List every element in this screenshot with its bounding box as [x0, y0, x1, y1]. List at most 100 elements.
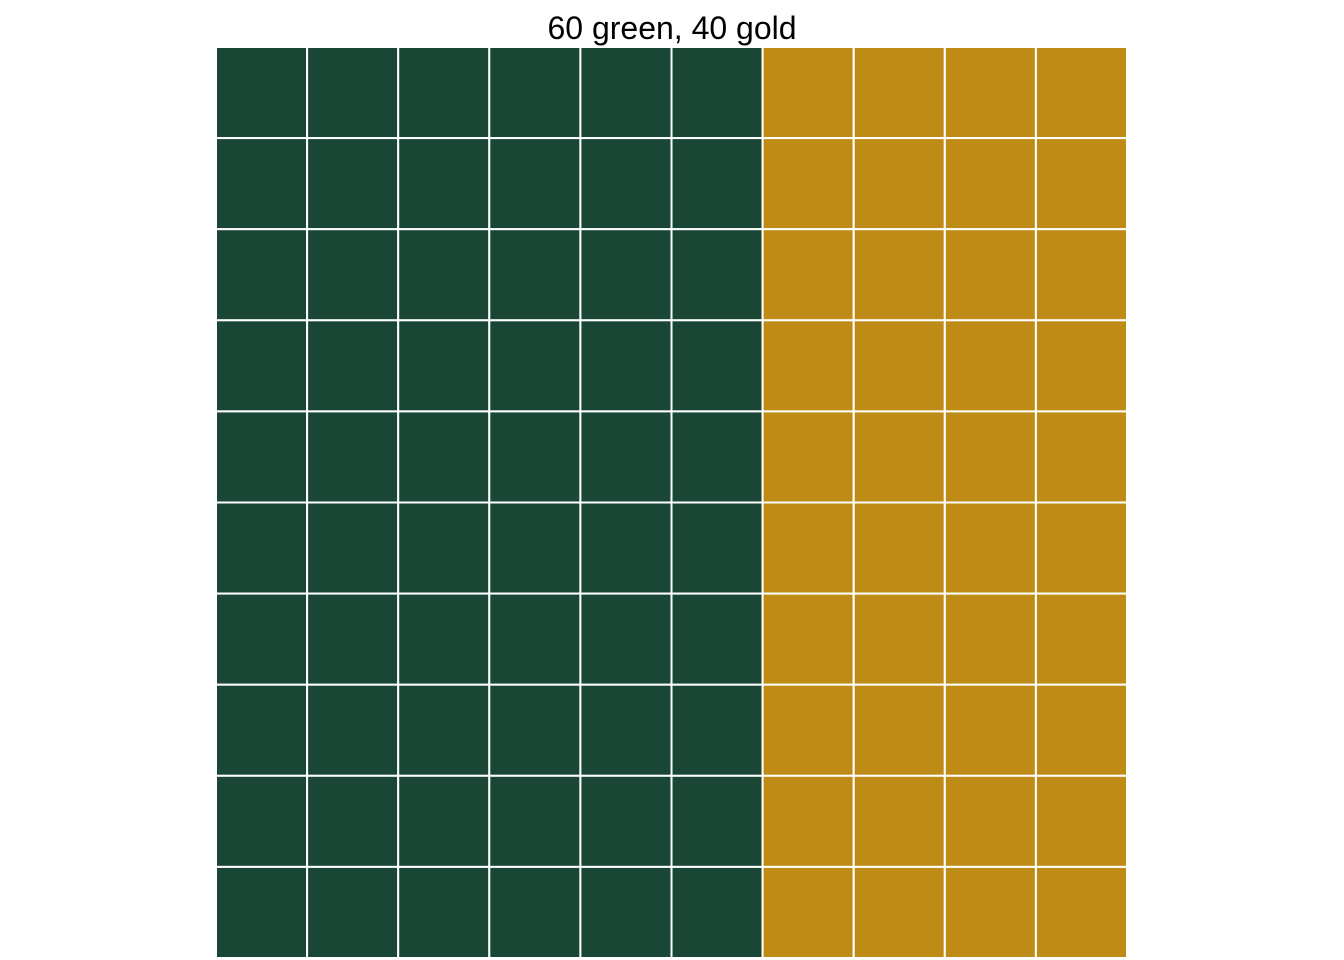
waffle-cell-green: [306, 319, 400, 413]
waffle-cell-green: [488, 410, 582, 504]
waffle-cell-gold: [1034, 410, 1129, 504]
waffle-cell-gold: [852, 319, 946, 413]
waffle-cell-green: [397, 228, 491, 322]
chart-title: 60 green, 40 gold: [547, 10, 797, 46]
waffle-cell-green: [670, 319, 764, 413]
waffle-cell-gold: [852, 410, 946, 504]
waffle-cell-green: [579, 228, 673, 322]
waffle-cell-green: [670, 774, 764, 868]
waffle-cell-green: [488, 683, 582, 777]
waffle-cell-green: [488, 501, 582, 595]
waffle-cell-green: [306, 410, 400, 504]
waffle-cell-green: [306, 501, 400, 595]
waffle-cell-gold: [1034, 592, 1129, 686]
waffle-cell-green: [306, 228, 400, 322]
waffle-cell-gold: [943, 592, 1037, 686]
waffle-cell-gold: [761, 319, 855, 413]
waffle-cell-green: [215, 501, 309, 595]
waffle-cell-gold: [761, 865, 855, 960]
waffle-cell-green: [670, 592, 764, 686]
waffle-cell-green: [397, 501, 491, 595]
waffle-cell-gold: [761, 683, 855, 777]
waffle-cell-green: [670, 410, 764, 504]
waffle-cell-green: [488, 774, 582, 868]
waffle-cell-green: [579, 319, 673, 413]
waffle-cell-gold: [761, 46, 855, 140]
waffle-cell-green: [215, 592, 309, 686]
waffle-cell-green: [215, 410, 309, 504]
waffle-cell-green: [306, 683, 400, 777]
waffle-cell-green: [670, 865, 764, 960]
waffle-cell-gold: [943, 774, 1037, 868]
waffle-cell-green: [306, 774, 400, 868]
waffle-cell-gold: [943, 137, 1037, 231]
waffle-cell-gold: [943, 410, 1037, 504]
waffle-cell-gold: [761, 501, 855, 595]
waffle-cell-green: [306, 46, 400, 140]
waffle-cell-green: [215, 46, 309, 140]
waffle-cell-green: [397, 774, 491, 868]
waffle-cell-gold: [1034, 46, 1129, 140]
waffle-cell-green: [670, 137, 764, 231]
waffle-cell-gold: [943, 865, 1037, 960]
waffle-cell-green: [488, 228, 582, 322]
waffle-cell-green: [306, 865, 400, 960]
waffle-cell-green: [670, 683, 764, 777]
waffle-cell-gold: [1034, 228, 1129, 322]
waffle-cell-gold: [761, 592, 855, 686]
waffle-cell-green: [488, 137, 582, 231]
waffle-cell-gold: [1034, 683, 1129, 777]
waffle-cell-gold: [761, 137, 855, 231]
waffle-cell-green: [579, 137, 673, 231]
waffle-cell-green: [397, 319, 491, 413]
waffle-cell-gold: [943, 683, 1037, 777]
waffle-cell-gold: [761, 228, 855, 322]
waffle-cell-green: [488, 592, 582, 686]
waffle-cell-gold: [852, 501, 946, 595]
waffle-cell-green: [397, 683, 491, 777]
waffle-cell-gold: [852, 774, 946, 868]
waffle-cell-green: [215, 228, 309, 322]
waffle-cell-gold: [761, 410, 855, 504]
waffle-cell-gold: [943, 228, 1037, 322]
waffle-cell-green: [397, 137, 491, 231]
waffle-cell-gold: [852, 865, 946, 960]
waffle-cell-green: [397, 46, 491, 140]
waffle-cell-green: [215, 683, 309, 777]
waffle-cell-gold: [943, 46, 1037, 140]
waffle-cell-green: [397, 592, 491, 686]
waffle-cell-green: [579, 865, 673, 960]
waffle-cell-green: [397, 865, 491, 960]
waffle-cell-green: [215, 865, 309, 960]
waffle-cell-gold: [1034, 774, 1129, 868]
waffle-cell-green: [579, 410, 673, 504]
waffle-cell-gold: [1034, 865, 1129, 960]
waffle-cell-green: [215, 774, 309, 868]
waffle-cell-green: [306, 592, 400, 686]
waffle-cell-gold: [852, 137, 946, 231]
waffle-cell-green: [488, 46, 582, 140]
waffle-cell-gold: [852, 46, 946, 140]
waffle-cell-green: [488, 865, 582, 960]
waffle-cell-green: [215, 319, 309, 413]
waffle-cell-gold: [1034, 319, 1129, 413]
waffle-cell-green: [579, 46, 673, 140]
waffle-cell-gold: [943, 319, 1037, 413]
waffle-cell-green: [397, 410, 491, 504]
waffle-cell-green: [579, 683, 673, 777]
waffle-cell-gold: [1034, 501, 1129, 595]
waffle-cell-green: [215, 137, 309, 231]
waffle-cell-green: [579, 501, 673, 595]
waffle-cell-green: [579, 592, 673, 686]
waffle-cell-green: [670, 46, 764, 140]
waffle-cell-gold: [852, 683, 946, 777]
waffle-cell-gold: [852, 228, 946, 322]
waffle-cell-green: [579, 774, 673, 868]
waffle-cell-gold: [761, 774, 855, 868]
waffle-cells: [215, 46, 1129, 960]
waffle-cell-green: [306, 137, 400, 231]
waffle-cell-gold: [943, 501, 1037, 595]
waffle-cell-gold: [852, 592, 946, 686]
waffle-cell-green: [670, 501, 764, 595]
